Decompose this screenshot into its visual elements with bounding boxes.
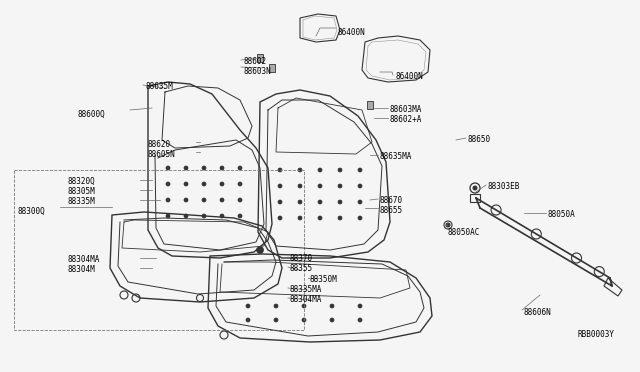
Circle shape (202, 182, 206, 186)
Text: 88355: 88355 (290, 264, 313, 273)
Circle shape (274, 318, 278, 322)
Circle shape (238, 166, 242, 170)
Circle shape (257, 247, 264, 253)
Circle shape (298, 216, 302, 220)
Text: 88603MA: 88603MA (390, 105, 422, 114)
Text: 88602: 88602 (243, 57, 266, 66)
Circle shape (166, 214, 170, 218)
Text: 88650: 88650 (468, 135, 491, 144)
Circle shape (220, 214, 224, 218)
Circle shape (338, 184, 342, 188)
Circle shape (318, 200, 322, 204)
Text: 88303EB: 88303EB (488, 182, 520, 191)
Circle shape (298, 200, 302, 204)
Circle shape (166, 198, 170, 202)
Text: 88606N: 88606N (524, 308, 552, 317)
Circle shape (358, 318, 362, 322)
Text: 88600Q: 88600Q (78, 110, 106, 119)
Circle shape (166, 182, 170, 186)
Circle shape (358, 168, 362, 172)
Text: 86400N: 86400N (338, 28, 365, 37)
Text: 88635M: 88635M (145, 82, 173, 91)
Circle shape (220, 198, 224, 202)
Text: 88655: 88655 (380, 206, 403, 215)
Circle shape (358, 200, 362, 204)
Circle shape (238, 182, 242, 186)
Circle shape (318, 168, 322, 172)
Text: 88305M: 88305M (68, 187, 96, 196)
Bar (470, 194, 480, 202)
Circle shape (184, 166, 188, 170)
Circle shape (330, 304, 334, 308)
Text: 88335MA: 88335MA (290, 285, 323, 294)
Circle shape (184, 198, 188, 202)
Text: 88350M: 88350M (310, 275, 338, 284)
Circle shape (246, 304, 250, 308)
Circle shape (318, 184, 322, 188)
Text: 88335M: 88335M (68, 197, 96, 206)
Text: 88602+A: 88602+A (390, 115, 422, 124)
Circle shape (446, 223, 450, 227)
Text: 88300Q: 88300Q (18, 207, 45, 216)
Text: 88620: 88620 (148, 140, 171, 149)
Circle shape (278, 168, 282, 172)
Bar (367, 101, 373, 109)
Circle shape (278, 216, 282, 220)
Text: 88635MA: 88635MA (380, 152, 412, 161)
Circle shape (338, 200, 342, 204)
Text: 88320Q: 88320Q (68, 177, 96, 186)
Bar (257, 54, 263, 62)
Circle shape (318, 216, 322, 220)
Circle shape (330, 318, 334, 322)
Circle shape (184, 214, 188, 218)
Circle shape (358, 304, 362, 308)
Text: RBB0003Y: RBB0003Y (578, 330, 615, 339)
Circle shape (358, 184, 362, 188)
Circle shape (238, 198, 242, 202)
Circle shape (298, 184, 302, 188)
Text: 88605N: 88605N (148, 150, 176, 159)
Circle shape (473, 186, 477, 190)
Circle shape (238, 214, 242, 218)
Circle shape (166, 166, 170, 170)
Circle shape (202, 198, 206, 202)
Text: 88670: 88670 (380, 196, 403, 205)
Circle shape (274, 304, 278, 308)
Circle shape (246, 318, 250, 322)
Circle shape (220, 166, 224, 170)
Circle shape (184, 182, 188, 186)
Circle shape (202, 214, 206, 218)
Circle shape (298, 168, 302, 172)
Text: 86400N: 86400N (395, 72, 423, 81)
Text: 88603N: 88603N (243, 67, 271, 76)
Circle shape (278, 200, 282, 204)
Text: 88304MA: 88304MA (68, 255, 100, 264)
Circle shape (302, 318, 306, 322)
Circle shape (302, 304, 306, 308)
Bar (14, 170, 304, 330)
Circle shape (358, 216, 362, 220)
Text: 88304M: 88304M (68, 265, 96, 274)
Circle shape (338, 168, 342, 172)
Text: 88050A: 88050A (548, 210, 576, 219)
Text: 88370: 88370 (290, 254, 313, 263)
Text: 88304MA: 88304MA (290, 295, 323, 304)
Circle shape (278, 184, 282, 188)
Bar (269, 64, 275, 72)
Circle shape (220, 182, 224, 186)
Circle shape (338, 216, 342, 220)
Text: 88050AC: 88050AC (447, 228, 479, 237)
Circle shape (202, 166, 206, 170)
